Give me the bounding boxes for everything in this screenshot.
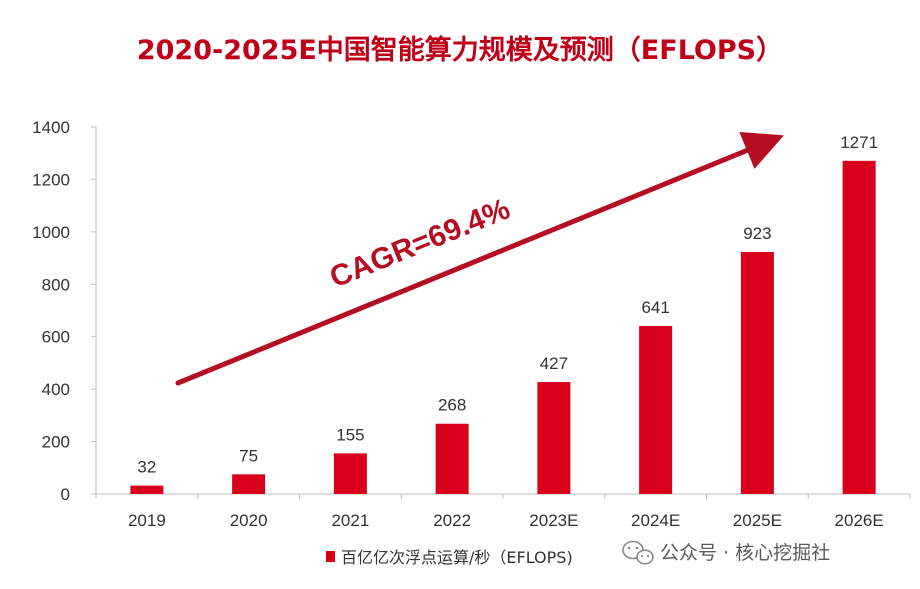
legend: 百亿亿次浮点运算/秒（EFLOPS) xyxy=(326,548,573,567)
x-tick-label-2025E: 2025E xyxy=(733,511,782,530)
legend-label: 百亿亿次浮点运算/秒（EFLOPS) xyxy=(341,548,573,567)
bar-2026E xyxy=(842,160,876,495)
bar-2025E xyxy=(740,252,774,494)
data-label-2020: 75 xyxy=(239,446,258,465)
data-label-2019: 32 xyxy=(137,458,156,477)
x-tick-label-2026E: 2026E xyxy=(835,511,884,530)
x-tick-label-2024E: 2024E xyxy=(631,511,680,530)
y-tick-label: 1400 xyxy=(32,118,70,137)
cagr-annotation: CAGR=69.4% xyxy=(325,192,514,294)
data-label-2026E: 1271 xyxy=(840,133,878,152)
bar-2021 xyxy=(333,453,367,494)
x-tick-label-2020: 2020 xyxy=(230,511,268,530)
data-label-2024E: 641 xyxy=(641,298,669,317)
chart-title: 2020-2025E中国智能算力规模及预测（EFLOPS） xyxy=(136,35,784,66)
x-tick-label-2019: 2019 xyxy=(128,511,166,530)
data-labels: 32 75 155 268 427 641 923 1271 xyxy=(137,133,878,477)
wechat-icon xyxy=(622,540,654,565)
legend-swatch xyxy=(326,551,335,562)
cagr-arrow xyxy=(175,131,784,386)
watermark-text: 公众号 · 核心挖掘社 xyxy=(660,542,830,564)
bar-2024E xyxy=(639,325,673,494)
bar-2019 xyxy=(130,485,164,494)
y-tick-label: 600 xyxy=(42,328,70,347)
y-tick-label: 1000 xyxy=(32,223,70,242)
bar-2020 xyxy=(232,474,266,494)
axes: 0 200 400 600 800 1000 1200 1400 2019 2020 2021 202… xyxy=(32,118,911,530)
bar-2022 xyxy=(435,423,469,494)
data-label-2021: 155 xyxy=(336,425,364,444)
data-label-2023E: 427 xyxy=(540,354,568,373)
x-tick-label-2023E: 2023E xyxy=(529,511,578,530)
bars xyxy=(130,160,876,495)
x-tick-label-2021: 2021 xyxy=(331,511,369,530)
y-tick-label: 0 xyxy=(61,485,70,504)
watermark: 公众号 · 核心挖掘社 xyxy=(622,540,830,565)
data-label-2025E: 923 xyxy=(743,224,771,243)
y-tick-label: 400 xyxy=(42,380,70,399)
y-tick-label: 800 xyxy=(42,275,70,294)
x-tick-label-2022: 2022 xyxy=(433,511,471,530)
bar-2023E xyxy=(537,382,571,494)
y-tick-label: 1200 xyxy=(32,170,70,189)
data-label-2022: 268 xyxy=(438,396,466,415)
y-tick-label: 200 xyxy=(42,433,70,452)
